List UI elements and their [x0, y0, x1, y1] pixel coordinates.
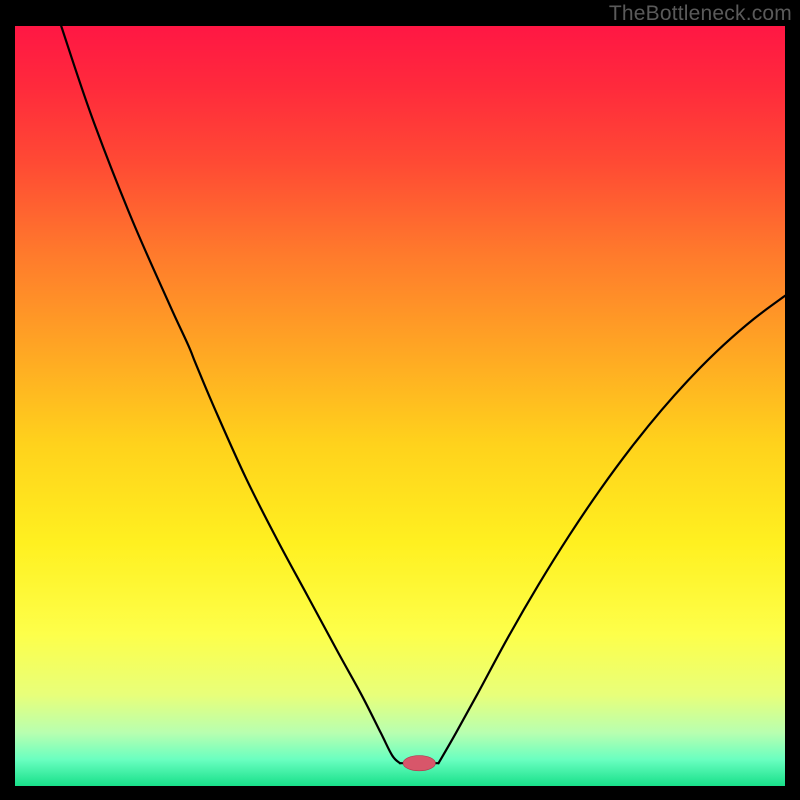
watermark-text: TheBottleneck.com	[609, 2, 792, 26]
gradient-background	[15, 26, 785, 786]
optimal-point-marker	[403, 756, 435, 771]
bottleneck-chart	[15, 26, 785, 786]
